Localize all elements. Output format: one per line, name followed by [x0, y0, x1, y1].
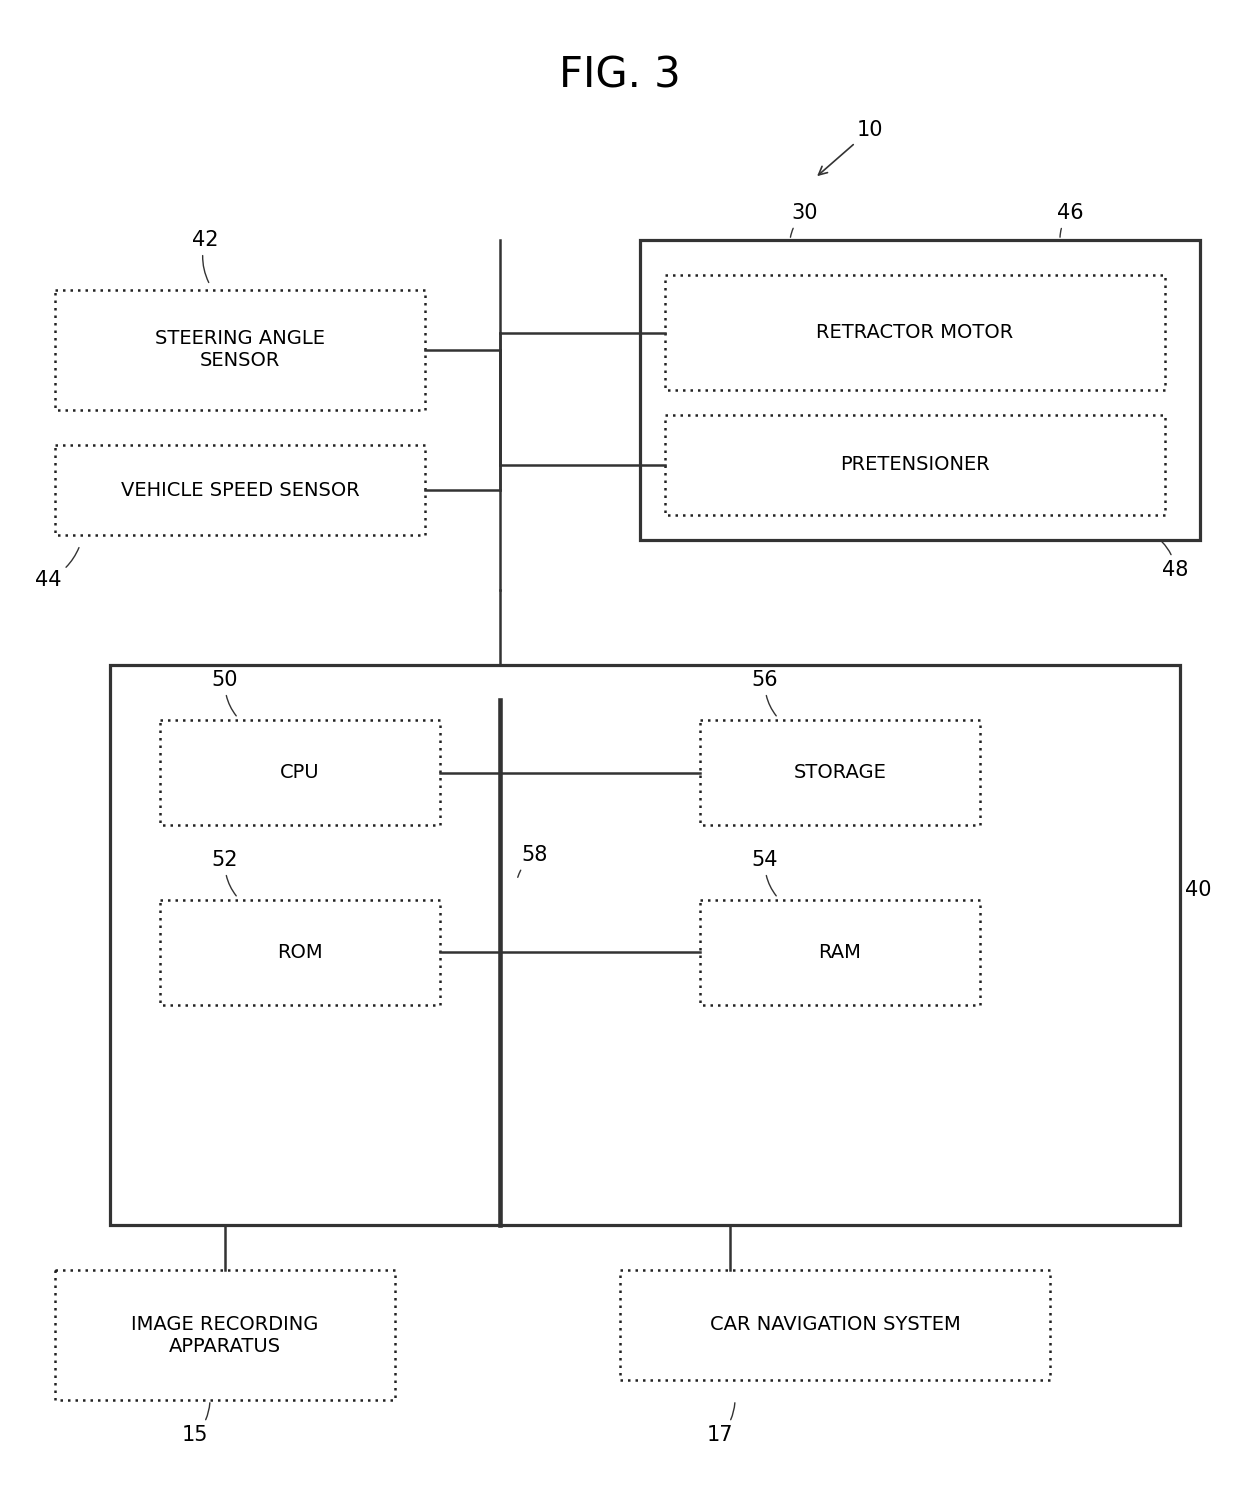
Text: IMAGE RECORDING
APPARATUS: IMAGE RECORDING APPARATUS	[131, 1314, 319, 1356]
Text: RETRACTOR MOTOR: RETRACTOR MOTOR	[816, 322, 1013, 342]
Bar	[55, 446, 425, 536]
Bar	[110, 664, 1180, 1226]
Text: VEHICLE SPEED SENSOR: VEHICLE SPEED SENSOR	[120, 480, 360, 500]
Bar	[620, 1270, 1050, 1380]
Bar	[665, 416, 1166, 514]
Text: 46: 46	[1056, 202, 1084, 237]
Text: FIG. 3: FIG. 3	[559, 54, 681, 96]
Bar	[640, 240, 1200, 540]
Bar	[160, 720, 440, 825]
Text: 48: 48	[1162, 542, 1188, 580]
Text: STORAGE: STORAGE	[794, 764, 887, 782]
Bar	[160, 900, 440, 1005]
Text: 30: 30	[790, 202, 818, 237]
Bar	[701, 720, 980, 825]
Text: RAM: RAM	[818, 944, 862, 962]
Bar	[701, 900, 980, 1005]
Text: 44: 44	[35, 548, 79, 590]
Bar	[55, 290, 425, 410]
Text: ROM: ROM	[278, 944, 322, 962]
Text: PRETENSIONER: PRETENSIONER	[841, 456, 990, 474]
Text: 40: 40	[1185, 880, 1211, 900]
Text: 17: 17	[707, 1402, 735, 1444]
Bar	[55, 1270, 396, 1400]
Text: 58: 58	[518, 844, 548, 877]
Text: 54: 54	[751, 850, 779, 895]
Text: STEERING ANGLE
SENSOR: STEERING ANGLE SENSOR	[155, 330, 325, 370]
Text: 10: 10	[818, 120, 883, 176]
Text: CPU: CPU	[280, 764, 320, 782]
Bar	[665, 274, 1166, 390]
Text: 15: 15	[182, 1402, 210, 1444]
Text: 52: 52	[212, 850, 238, 895]
Text: 50: 50	[212, 670, 238, 716]
Text: 56: 56	[751, 670, 779, 716]
Text: CAR NAVIGATION SYSTEM: CAR NAVIGATION SYSTEM	[709, 1316, 960, 1335]
Text: 42: 42	[192, 230, 218, 282]
